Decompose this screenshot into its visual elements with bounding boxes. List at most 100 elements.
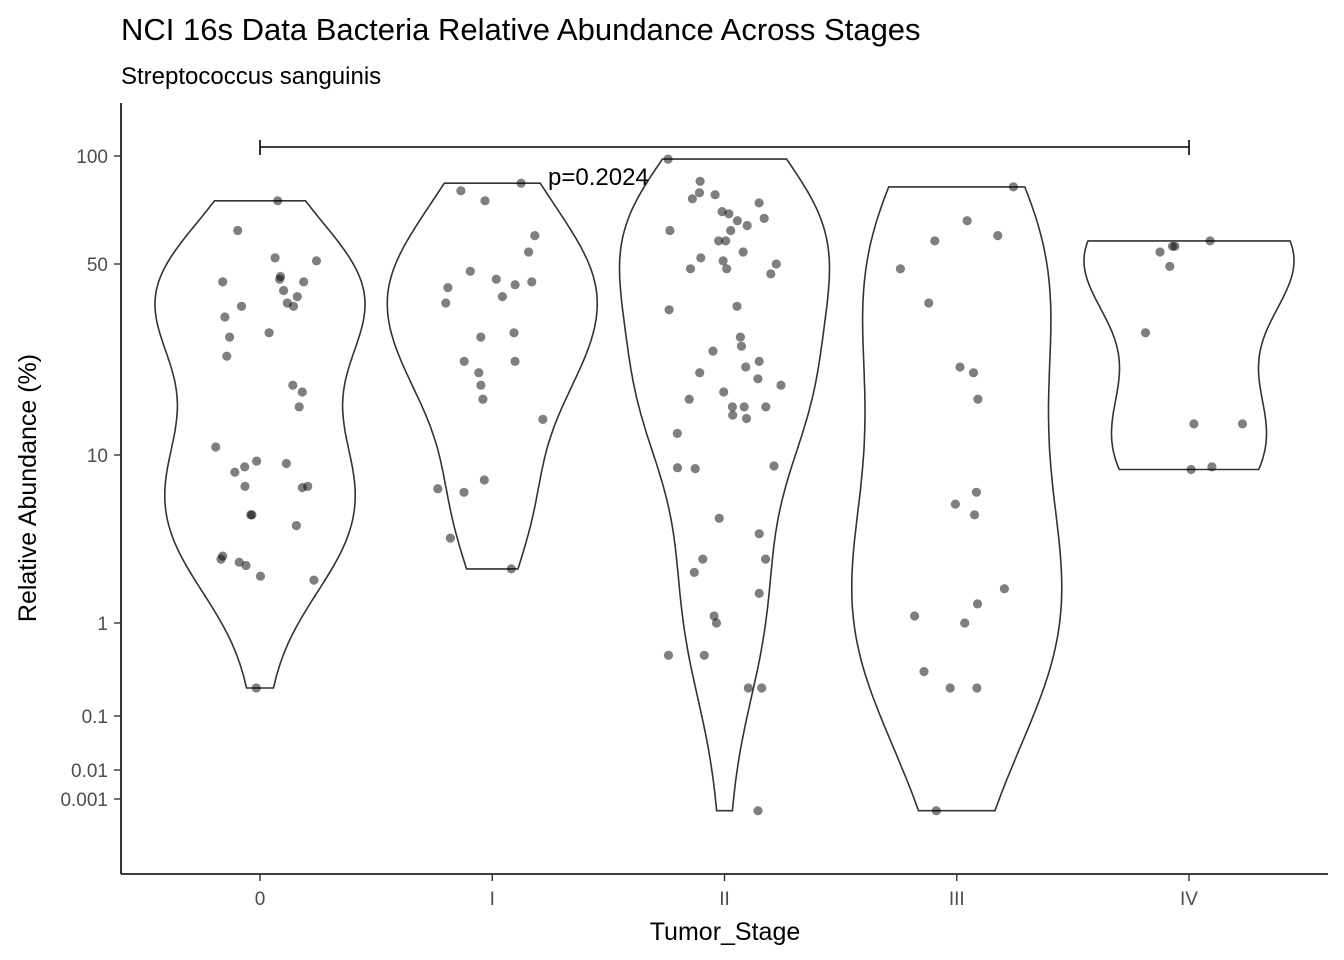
y-axis-label: Relative Abundance (%) [14, 354, 42, 622]
data-point [294, 402, 304, 412]
data-point [968, 368, 979, 378]
data-point [695, 368, 705, 378]
data-point [309, 575, 319, 585]
data-point [299, 277, 309, 287]
data-point [538, 414, 548, 424]
y-axis-ticks: 100 50 10 1 0.1 0.01 0.001 [60, 147, 121, 811]
significance-bracket [259, 140, 1190, 155]
data-point [1237, 419, 1248, 429]
data-point [960, 618, 970, 628]
data-point [710, 190, 720, 200]
y-tick-label: 1 [97, 614, 108, 635]
data-point [714, 236, 724, 246]
data-point [955, 362, 965, 372]
data-point [719, 387, 729, 397]
data-point [743, 683, 753, 693]
data-point [972, 683, 982, 693]
data-point [999, 584, 1010, 594]
data-point [478, 394, 488, 404]
data-point [516, 178, 526, 188]
y-tick-label: 0.01 [71, 761, 108, 782]
data-point [973, 394, 983, 404]
data-point [739, 402, 749, 412]
data-point [738, 247, 748, 257]
data-point [724, 209, 734, 219]
data-point [685, 264, 696, 274]
data-point [924, 298, 934, 308]
data-point [735, 332, 746, 342]
x-tick-label: III [949, 889, 965, 910]
violin-layer [154, 158, 1295, 812]
data-point [491, 274, 501, 284]
data-point [510, 280, 520, 290]
data-point [754, 529, 764, 539]
data-point [433, 484, 443, 494]
data-point [761, 402, 771, 412]
data-point [672, 428, 682, 438]
violin-II [618, 158, 831, 812]
data-point [919, 667, 929, 677]
data-point [234, 557, 244, 567]
data-point [445, 533, 455, 543]
data-point [1155, 247, 1165, 257]
data-point [766, 269, 776, 279]
data-point [1205, 236, 1215, 246]
data-point [753, 806, 763, 816]
data-point [1170, 241, 1180, 251]
data-point [721, 236, 731, 246]
data-point [292, 292, 302, 302]
data-point [297, 483, 307, 493]
x-axis-ticks: 0 I II III IV [255, 874, 1198, 910]
data-point [699, 650, 709, 660]
data-point [732, 301, 742, 311]
x-tick-label: IV [1180, 889, 1198, 910]
data-point [757, 683, 767, 693]
data-point [530, 231, 540, 241]
data-point [945, 683, 955, 693]
data-point [726, 225, 736, 236]
x-tick-label: 0 [255, 889, 266, 910]
data-point [459, 356, 469, 366]
data-point [225, 332, 235, 342]
violin-I [386, 182, 599, 570]
data-point [930, 236, 940, 246]
data-point [441, 298, 451, 308]
violin-0 [154, 200, 366, 689]
data-point [524, 247, 534, 257]
data-point [694, 188, 705, 198]
data-point [1189, 419, 1199, 429]
y-tick-label: 10 [87, 446, 108, 467]
data-point [220, 312, 230, 322]
data-point [233, 225, 243, 236]
y-tick-label: 0.001 [60, 790, 108, 811]
data-point [910, 611, 920, 621]
data-point [211, 442, 221, 452]
data-point [291, 521, 301, 531]
y-tick-label: 0.1 [82, 707, 108, 728]
data-point [236, 301, 247, 311]
data-point [273, 196, 283, 206]
data-point [741, 362, 751, 372]
data-point [690, 464, 700, 474]
data-point [672, 463, 683, 473]
data-point [742, 220, 752, 231]
data-point [255, 571, 266, 581]
data-point [1165, 261, 1175, 271]
data-point [971, 487, 982, 497]
data-point [962, 216, 972, 226]
data-point [240, 481, 250, 491]
chart-title: NCI 16s Data Bacteria Relative Abundance… [121, 12, 921, 47]
data-point [709, 611, 719, 621]
data-point [696, 253, 706, 263]
p-value-label: p=0.2024 [548, 164, 649, 191]
data-point [698, 554, 708, 564]
data-point [761, 554, 771, 564]
data-point [443, 283, 453, 293]
data-point [732, 216, 743, 226]
data-point [275, 274, 285, 284]
data-point [527, 277, 537, 287]
data-point [480, 196, 490, 206]
violin-IV [1083, 240, 1295, 471]
data-point [711, 618, 722, 628]
data-point [476, 332, 486, 342]
